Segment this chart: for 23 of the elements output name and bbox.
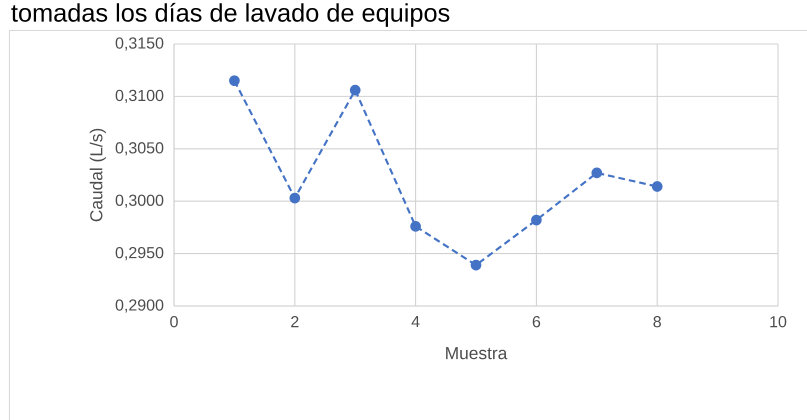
y-tick-label: 0,2950 [116,246,164,260]
x-tick-label: 10 [770,316,786,328]
y-tick-label: 0,3000 [116,194,164,208]
point [591,168,602,178]
point [652,181,663,192]
point [350,84,361,96]
x-tick-label: 2 [291,316,298,328]
y-axis-title: Caudal (L/s) [90,128,106,222]
point [470,260,482,270]
y-tick-label: 0,2900 [116,299,164,313]
x-axis-title: Muestra [446,347,508,360]
point [289,192,300,204]
y-tick-label: 0,3150 [116,37,164,51]
y-tick-label: 0,3100 [116,90,164,103]
x-tick-label: 0 [170,316,178,328]
x-tick-label: 4 [412,316,420,328]
point [229,75,240,86]
point [531,214,542,226]
chart-title: tomadas los días de lavado de equipos [11,2,450,27]
x-tick-label: 8 [653,316,661,328]
y-tick-label: 0,3050 [116,142,164,156]
x-tick-label: 6 [532,316,540,328]
point [410,221,421,232]
